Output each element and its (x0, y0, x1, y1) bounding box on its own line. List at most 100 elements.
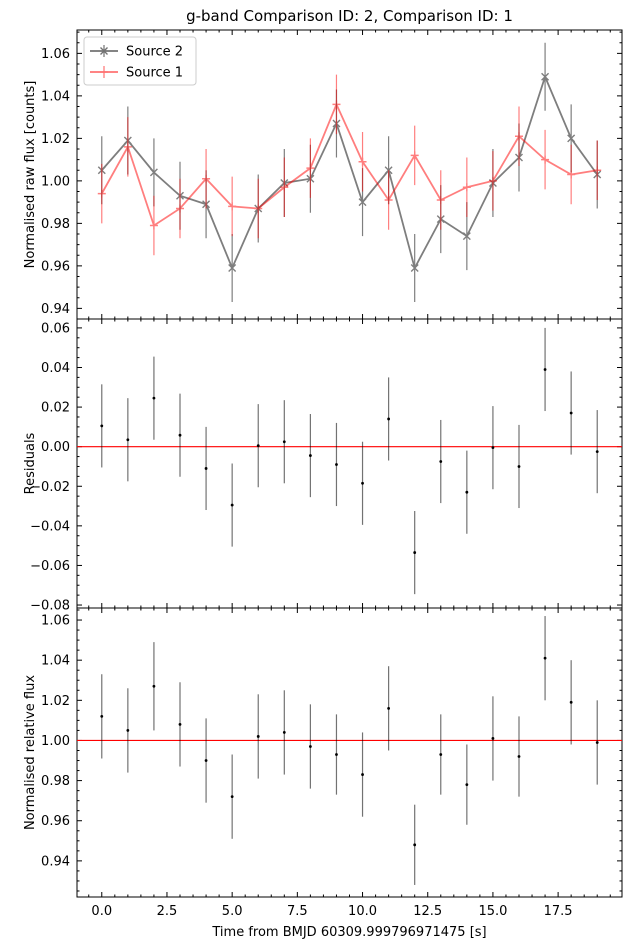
data-point (413, 843, 417, 847)
panel-2: −0.08 −0.06 −0.04 −0.02 0.00 0.02 0.04 0.06 Resi… (23, 318, 623, 614)
data-point (152, 396, 156, 400)
axes-frame (76, 318, 623, 609)
x-tick-label: 5.0 (222, 904, 243, 919)
legend-box (83, 36, 197, 86)
series-line (100, 102, 598, 227)
data-point (517, 755, 521, 758)
data-point (230, 503, 234, 507)
data-point (488, 176, 497, 185)
data-point (569, 700, 573, 704)
data-point (462, 183, 471, 192)
x-tick-label: 15.0 (478, 904, 507, 919)
data-point (491, 446, 495, 450)
data-point (280, 183, 289, 192)
data-point (567, 134, 576, 143)
y-tick-label: −0.08 (30, 599, 70, 614)
y-tick-label: 1.02 (41, 132, 70, 147)
legend-label: Source 1 (126, 66, 183, 81)
data-point (97, 189, 106, 198)
data-point (176, 204, 185, 213)
data-point (335, 753, 338, 756)
y-tick-label: −0.06 (30, 559, 70, 574)
data-point (254, 204, 263, 213)
data-point (100, 424, 104, 428)
axes-frame (76, 607, 623, 898)
data-point (567, 170, 576, 179)
y-axis-label: Normalised raw flux [counts] (23, 81, 38, 269)
data-point (413, 551, 417, 554)
data-point (387, 417, 391, 421)
y-tick-label: 0.94 (41, 854, 70, 869)
y-tick-label: −0.02 (30, 480, 70, 495)
tick-marks (77, 30, 622, 320)
data-point (361, 773, 364, 776)
data-point (439, 753, 443, 756)
series-1 (101, 616, 598, 885)
data-point (100, 714, 104, 718)
y-tick-label: 0.00 (41, 440, 70, 455)
y-tick-label: 1.02 (41, 694, 70, 709)
y-tick-label: −0.04 (30, 519, 70, 534)
y-axis-label: Residuals (23, 432, 38, 494)
y-tick-label: 1.06 (41, 614, 70, 629)
x-axis-label: Time from BMJD 60309.999796971475 [s] (211, 925, 486, 940)
data-point (541, 72, 550, 81)
panel-1: 0.94 0.96 0.98 1.00 1.02 1.04 1.06 Normalised r… (23, 7, 623, 320)
x-tick-label: 0.0 (91, 904, 112, 919)
data-point (123, 142, 132, 151)
data-point (358, 198, 367, 207)
data-point (126, 729, 130, 732)
legend-handle (90, 45, 118, 57)
data-point (308, 454, 312, 457)
data-point (126, 438, 130, 442)
plot-area (77, 327, 622, 595)
data-point (204, 467, 208, 470)
tick-marks (77, 608, 622, 897)
data-point (308, 745, 312, 748)
legend: Source 2 Source 1 (83, 36, 197, 86)
x-tick-label: 10.0 (348, 904, 377, 919)
data-point (595, 741, 599, 744)
data-point (230, 795, 234, 799)
plot-area (77, 616, 622, 885)
data-point (543, 656, 547, 660)
data-point (517, 465, 521, 468)
data-point (595, 450, 599, 454)
y-tick-label: 0.02 (41, 401, 70, 416)
chart-title: g-band Comparison ID: 2, Comparison ID: … (186, 7, 513, 25)
data-point (465, 490, 469, 494)
data-point (335, 463, 338, 466)
data-point (358, 157, 367, 166)
data-point (149, 221, 158, 230)
y-tick-label: 1.04 (41, 654, 70, 669)
data-point (306, 164, 315, 173)
data-point (256, 444, 260, 448)
data-point (491, 737, 495, 740)
data-point (593, 166, 602, 175)
series-1 (101, 327, 598, 595)
data-point (462, 232, 471, 241)
y-tick-label: 1.00 (41, 734, 70, 749)
data-point (541, 155, 550, 164)
data-point (228, 202, 237, 211)
y-tick-label: 0.04 (41, 361, 70, 376)
y-tick-label: 0.98 (41, 217, 70, 232)
data-point (387, 706, 391, 710)
data-point (178, 723, 182, 726)
data-point (228, 264, 237, 272)
data-point (204, 759, 208, 762)
panel-3: 0.94 0.96 0.98 1.00 1.02 1.04 1.06 0.0 2.5 5.0 7.5… (23, 607, 623, 940)
data-point (178, 433, 182, 437)
x-tick-label: 7.5 (287, 904, 308, 919)
data-point (332, 100, 341, 109)
data-point (282, 440, 286, 444)
y-tick-label: 0.98 (41, 774, 70, 789)
y-tick-label: 0.06 (41, 321, 70, 336)
y-axis-label: Normalised relative flux (23, 675, 38, 830)
data-point (361, 481, 364, 485)
data-point (514, 132, 523, 141)
series-line (101, 74, 598, 271)
y-tick-label: 1.00 (41, 174, 70, 189)
x-tick-label: 2.5 (157, 904, 178, 919)
